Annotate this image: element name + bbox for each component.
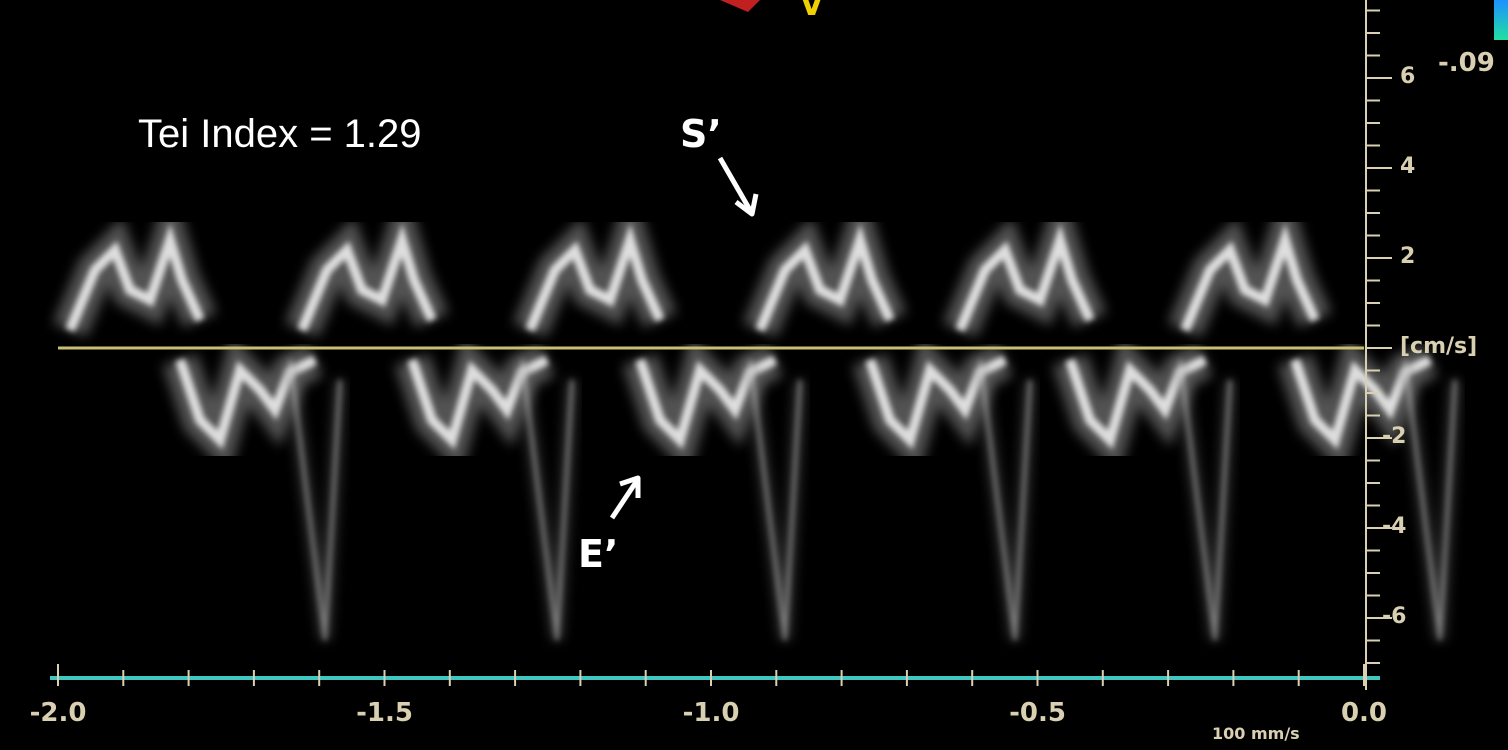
s-prime-arrow [717, 156, 759, 217]
time-tick-label: -1.5 [356, 698, 413, 728]
scale-top-value: -.09 [1438, 48, 1495, 78]
spike-wave [520, 359, 574, 641]
spike-wave [1178, 359, 1232, 641]
systolic-wave [955, 223, 1095, 332]
e-prime-label: E’ [578, 532, 619, 576]
spike-wave [1403, 359, 1457, 641]
s-prime-label: S’ [680, 112, 722, 156]
time-tick-label: 0.0 [1340, 698, 1388, 728]
time-tick-label: -2.0 [29, 698, 87, 728]
spike-wave [288, 359, 342, 641]
spike-wave [978, 359, 1032, 641]
velocity-tick-label: 2 [1400, 244, 1416, 269]
time-tick-label: -0.5 [1009, 698, 1066, 728]
velocity-tick-label: -6 [1382, 604, 1407, 629]
tei-index-label: Tei Index = 1.29 [138, 112, 422, 156]
velocity-tick-label: 4 [1400, 154, 1416, 179]
velocity-tick-marks [1366, 9, 1392, 664]
velocity-tick-label: -4 [1382, 514, 1407, 539]
systolic-wave [755, 223, 895, 332]
systolic-wave [525, 223, 665, 332]
e-prime-arrow [609, 475, 641, 520]
probe-marker-icon [720, 0, 760, 12]
velocity-waveforms [53, 180, 1460, 641]
time-tick-label: -1.0 [682, 698, 740, 728]
velocity-unit-label: [cm/s] [1400, 334, 1478, 359]
time-tick-marks [57, 664, 1365, 686]
systolic-wave [65, 223, 205, 332]
sweep-speed-label: 100 mm/s [1212, 724, 1300, 743]
view-marker: V [800, 0, 824, 23]
spike-wave [748, 359, 802, 641]
systolic-wave [1180, 223, 1320, 332]
color-scale-bar [1494, 0, 1508, 40]
velocity-tick-label: 6 [1400, 64, 1416, 89]
systolic-wave [297, 223, 437, 332]
velocity-tick-label: -2 [1382, 424, 1407, 449]
